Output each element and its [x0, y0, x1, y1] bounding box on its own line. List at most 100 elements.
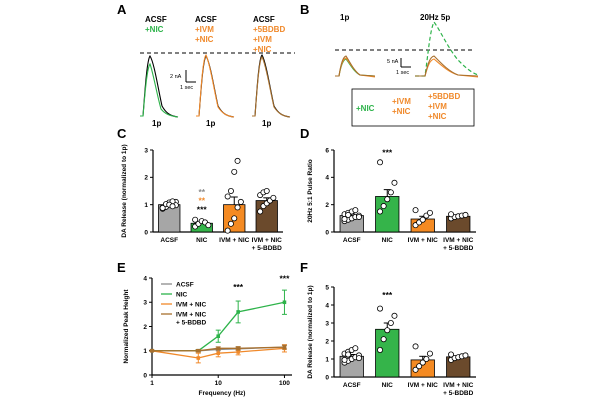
chart-d-data-point: [355, 213, 362, 220]
panel-label-d: D: [300, 126, 309, 141]
panel-label-b: B: [300, 2, 309, 17]
chart-f-data-point: [377, 305, 384, 312]
chart-c: 0 1 2 3 DA Release (normalized to 1p) ACSF NIC…: [121, 144, 283, 252]
chart-c-data-point: [159, 204, 166, 211]
chart-e-ytick-label: 3: [143, 300, 147, 307]
chart-d-data-point: [380, 203, 387, 210]
chart-f-data-point: [426, 350, 433, 357]
chart-c-category-label: ACSF: [160, 237, 178, 244]
chart-f-category-label: + 5-BDBD: [443, 390, 473, 397]
chart-f-bar: [375, 328, 400, 378]
chart-e-ytick-label: 4: [143, 275, 147, 282]
chart-f-ylabel: DA Release (normalized to 1p): [307, 285, 314, 378]
chart-c-data-point: [169, 203, 176, 210]
panel-label-e: E: [117, 260, 126, 275]
chart-e-ytick-label: 0: [143, 372, 147, 379]
chart-e-legend-label: + 5-BDBD: [176, 320, 206, 327]
chart-f-category-label: IVM + NIC: [443, 382, 473, 389]
chart-f-ytick-label: 4: [325, 302, 329, 309]
panel-b-scale-y-label: 5 nA: [387, 59, 399, 65]
panel-a-trace-label-3: 1p: [262, 119, 271, 128]
chart-d-data-point: [387, 189, 394, 196]
chart-e-ylabel: Normalized Peak Height: [123, 289, 130, 364]
chart-d-data-point: [426, 209, 433, 216]
chart-d-category-label: NIC: [382, 237, 394, 244]
panel-b-traces: 1p 20Hz 5p 5 nA 1 sec +NIC +IVM +NIC +5B…: [335, 13, 479, 127]
panel-a-trace-acsf-1: [140, 55, 179, 118]
chart-e-data-point: [236, 310, 240, 314]
panel-a-trace-label-1: 1p: [152, 119, 161, 128]
chart-e-legend-label: IVM + NIC: [176, 302, 206, 309]
chart-c-ytick-label: 1: [144, 202, 148, 209]
chart-c-data-point: [231, 168, 238, 175]
chart-e-data-point: [236, 346, 240, 351]
chart-c-significance: ***: [197, 204, 208, 214]
chart-d-data-point: [391, 179, 398, 186]
chart-c-significance: **: [198, 187, 205, 197]
chart-c-data-point: [237, 198, 244, 205]
panel-b-legend-nic: +NIC: [356, 104, 375, 113]
chart-d-significance: ***: [382, 147, 393, 157]
chart-c-ytick-label: 2: [144, 175, 148, 182]
panel-b-legend-bdbd-line3: +NIC: [428, 112, 447, 121]
chart-f-data-point: [462, 352, 469, 359]
chart-c-data-point: [205, 222, 212, 229]
panel-b-legend-bdbd-line2: +IVM: [428, 102, 447, 111]
chart-e-legend-label: NIC: [176, 292, 188, 299]
chart-e-xtick-label: 10: [215, 380, 223, 387]
chart-d-data-point: [448, 211, 455, 218]
chart-f-data-point: [391, 312, 398, 319]
chart-c-category-label: IVM + NIC: [252, 237, 282, 244]
panel-b-scale-x-label: 1 sec: [396, 70, 409, 76]
chart-e-xlabel: Frequency (Hz): [199, 390, 246, 397]
panel-b-title-1p: 1p: [340, 13, 349, 22]
chart-c-data-point: [227, 187, 234, 194]
chart-e-data-point: [236, 350, 240, 354]
chart-e-data-point: [216, 351, 221, 355]
chart-f-category-label: ACSF: [343, 382, 361, 389]
panel-b-title-20hz: 20Hz 5p: [420, 13, 450, 22]
chart-f-ytick-label: 3: [325, 320, 329, 327]
panel-a-group3-line1: ACSF: [253, 15, 275, 24]
chart-f-category-label: NIC: [382, 382, 394, 389]
panel-label-c: C: [117, 126, 127, 141]
chart-c-data-point: [192, 216, 199, 223]
chart-d-data-point: [462, 211, 469, 218]
chart-d-data-point: [377, 159, 384, 166]
chart-f: 0 1 2 3 4 5 DA Release (normalized to 1p) ACSF N…: [307, 284, 476, 397]
panel-label-f: F: [300, 260, 308, 275]
chart-f-data-point: [412, 366, 419, 373]
chart-f-data-point: [355, 355, 362, 362]
panel-b-legend-bdbd-line1: +5BDBD: [428, 92, 460, 101]
chart-c-ylabel: DA Release (normalized to 1p): [121, 144, 128, 237]
chart-d-data-point: [412, 207, 419, 214]
chart-e-data-point: [150, 348, 154, 353]
chart-f-ytick-label: 5: [325, 284, 329, 291]
chart-f-data-point: [416, 363, 423, 370]
chart-f-data-point: [345, 351, 352, 358]
chart-c-ytick-label: 0: [144, 229, 148, 236]
chart-e-xtick-label: 100: [279, 380, 290, 387]
chart-e-ytick-label: 1: [143, 348, 147, 355]
chart-d-category-label: ACSF: [343, 237, 361, 244]
chart-c-data-point: [234, 204, 241, 211]
panel-a-traces: ACSF +NIC ACSF +IVM +NIC ACSF +5BDBD +IV…: [140, 15, 295, 128]
chart-d-ytick-label: 2: [325, 202, 329, 209]
chart-f-data-point: [448, 351, 455, 358]
panel-b-legend-box: [351, 88, 475, 127]
chart-e-legend-label: IVM + NIC: [176, 312, 206, 319]
chart-e-ytick-label: 2: [143, 324, 147, 331]
chart-c-category-label: NIC: [196, 237, 208, 244]
chart-f-data-point: [387, 319, 394, 326]
panel-a-group1-line1: ACSF: [145, 15, 167, 24]
panel-a-group1-line2: +NIC: [145, 25, 164, 34]
chart-f-data-point: [419, 359, 426, 366]
chart-f-data-point: [377, 346, 384, 353]
chart-f-data-point: [423, 355, 430, 362]
panel-b-1p-trace-bdbd: [335, 55, 376, 77]
panel-a-group3-line3: +IVM: [253, 35, 272, 44]
panel-a-trace-ivm: [196, 54, 235, 118]
chart-e-significance: ***: [233, 282, 244, 292]
